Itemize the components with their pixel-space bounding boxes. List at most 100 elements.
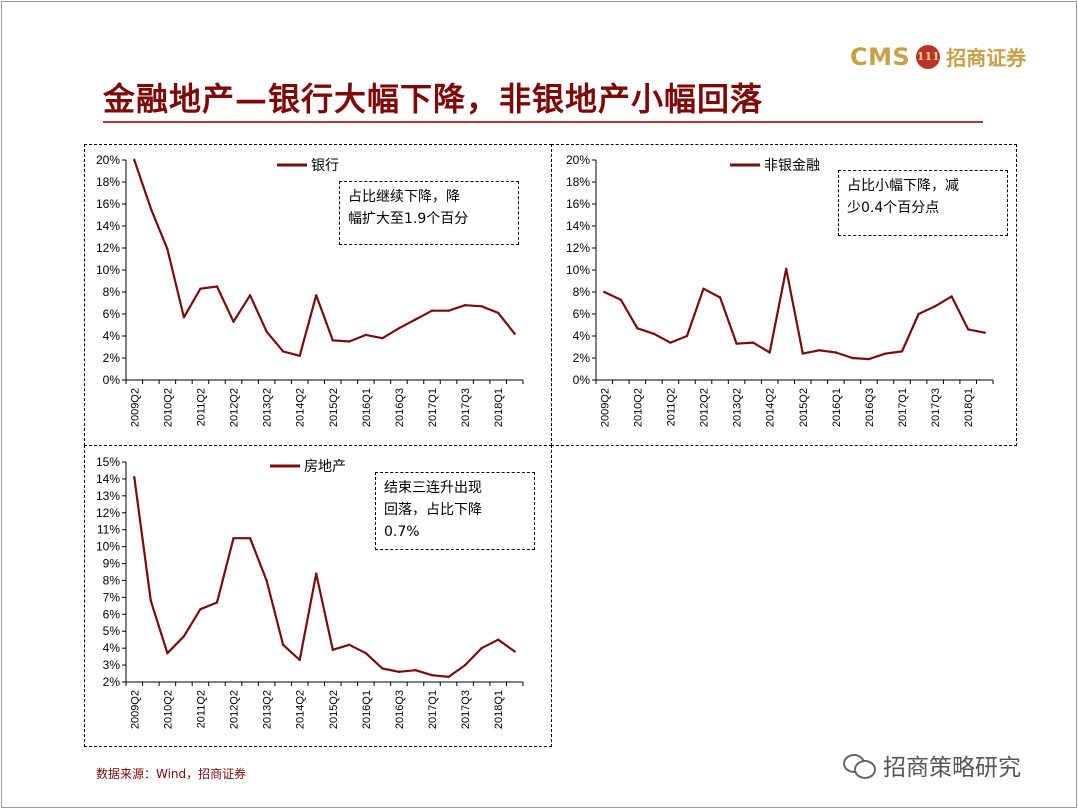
y-tick-label: 6% — [573, 307, 591, 321]
y-tick-label: 0% — [103, 373, 121, 387]
data-point — [149, 207, 153, 210]
data-point — [133, 158, 136, 162]
data-point — [496, 638, 500, 641]
data-point — [735, 342, 738, 345]
series-line — [603, 267, 985, 361]
data-point — [513, 650, 516, 653]
series-line — [133, 159, 516, 357]
data-point — [298, 658, 301, 662]
data-point — [718, 296, 722, 299]
data-point — [818, 349, 821, 352]
x-tick-label: 2017Q3 — [930, 388, 942, 427]
data-point — [315, 294, 318, 297]
x-tick-label: 2009Q2 — [129, 690, 141, 729]
annotation-line: 占比继续下降，降 — [348, 189, 460, 205]
data-point — [381, 337, 384, 340]
company-logo: CMS 111 招商证券 — [850, 42, 1026, 71]
x-tick-label: 2015Q2 — [328, 388, 340, 427]
data-point — [265, 579, 268, 582]
y-tick-label: 6% — [103, 307, 121, 321]
y-tick-label: 14% — [566, 219, 590, 233]
data-point — [751, 341, 755, 344]
annotation-line: 0.7% — [384, 524, 420, 540]
y-tick-label: 16% — [96, 197, 120, 211]
x-tick-label: 2017Q3 — [460, 690, 472, 729]
y-tick-label: 14% — [96, 219, 120, 233]
data-point — [348, 340, 351, 343]
data-point — [950, 295, 953, 298]
data-point — [248, 294, 252, 297]
realestate-chart: 2% 3% 4% 5% 6% 7% 8% 9% 10% 11% 12% 13% 14% 15% 2009Q2… — [96, 455, 524, 729]
data-point — [480, 305, 483, 308]
data-point — [133, 476, 136, 479]
y-tick-label: 7% — [103, 590, 121, 604]
logo-badge-icon: 111 — [916, 44, 941, 69]
data-point — [636, 327, 639, 330]
y-tick-label: 12% — [96, 241, 120, 255]
y-tick-label: 18% — [566, 175, 590, 189]
x-tick-label: 2012Q2 — [229, 690, 241, 729]
data-point — [315, 572, 318, 575]
data-point — [199, 287, 202, 290]
y-tick-label: 11% — [97, 523, 120, 537]
x-tick-label: 2011Q2 — [195, 388, 207, 426]
bank-annotation: 占比继续下降，降 幅扩大至1.9个百分 — [339, 181, 519, 245]
y-tick-label: 10% — [96, 263, 120, 277]
data-point — [917, 312, 920, 316]
y-tick-label: 8% — [103, 573, 121, 587]
x-tick-label: 2017Q1 — [427, 690, 439, 729]
x-tick-label: 2016Q3 — [864, 388, 876, 427]
x-tick-label: 2016Q1 — [831, 388, 843, 427]
data-point — [414, 318, 417, 321]
x-tick-label: 2017Q1 — [427, 388, 439, 427]
y-tick-label: 8% — [573, 285, 591, 299]
data-point — [298, 354, 301, 357]
chart-panel-realestate: 2% 3% 4% 5% 6% 7% 8% 9% 10% 11% 12% 13% 14% 15% 2009Q2… — [84, 445, 552, 747]
x-tick-label: 2015Q2 — [328, 690, 340, 729]
annotation-line: 幅扩大至1.9个百分 — [348, 211, 469, 227]
x-tick-label: 2013Q2 — [262, 690, 274, 729]
x-tick-label: 2017Q3 — [460, 388, 472, 427]
data-point — [702, 287, 705, 290]
data-point — [801, 352, 804, 355]
x-tick-label: 2013Q2 — [262, 388, 274, 427]
x-tick-label: 2018Q1 — [963, 388, 975, 427]
y-tick-label: 3% — [103, 658, 121, 672]
data-point — [669, 341, 672, 344]
y-tick-label: 6% — [103, 607, 121, 621]
data-point — [652, 332, 656, 335]
data-point — [281, 350, 285, 353]
series-line — [133, 477, 516, 678]
data-point — [166, 652, 169, 655]
y-tick-label: 9% — [103, 557, 121, 571]
x-tick-label: 2010Q2 — [162, 388, 174, 427]
x-tick-label: 2016Q1 — [361, 388, 373, 427]
x-tick-label: 2018Q1 — [493, 388, 505, 427]
annotation-line: 少0.4个百分点 — [847, 200, 940, 216]
y-tick-label: 14% — [96, 472, 120, 486]
data-point — [215, 285, 219, 288]
y-tick-label: 12% — [96, 506, 120, 520]
data-point — [851, 356, 854, 360]
y-tick-label: 4% — [573, 329, 591, 343]
data-point — [884, 352, 887, 355]
data-point — [900, 350, 904, 353]
data-point — [463, 304, 467, 307]
data-point — [447, 675, 450, 679]
data-point — [834, 351, 838, 354]
y-tick-label: 2% — [103, 675, 121, 689]
x-tick-label: 2016Q3 — [394, 388, 406, 427]
nonbank-chart: 0% 2% 4% 6% 8% 10% 12% 14% 16% 18% 20% 2009Q2 2010Q2… — [566, 153, 994, 427]
data-point — [381, 667, 384, 670]
data-point — [430, 674, 434, 677]
data-point — [149, 599, 153, 602]
data-point — [768, 351, 771, 354]
data-point — [513, 332, 516, 335]
data-point — [496, 311, 500, 315]
data-point — [619, 298, 623, 301]
y-tick-label: 8% — [103, 285, 121, 299]
data-point — [397, 670, 401, 674]
data-point — [232, 536, 235, 540]
data-point — [348, 643, 351, 646]
data-point — [480, 646, 483, 650]
